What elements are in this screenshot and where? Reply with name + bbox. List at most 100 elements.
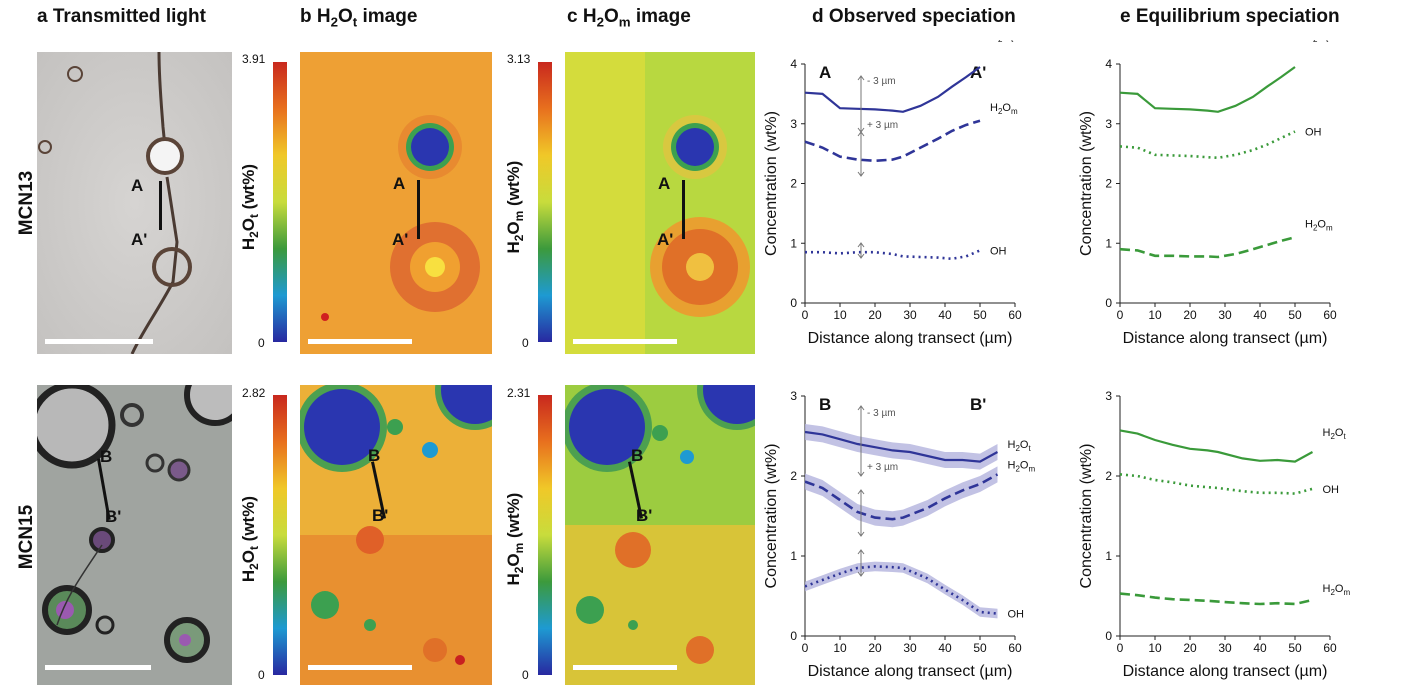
x-tick-label: 40 [938, 641, 952, 655]
header-h2ot-image: b H2Ot image [300, 6, 418, 30]
y-tick-label: 2 [790, 177, 797, 191]
colorbar-min: 0 [522, 668, 529, 682]
colorbar-min: 0 [258, 336, 265, 350]
transect-line [682, 180, 685, 239]
header-observed-speciation: d Observed speciation [812, 6, 1016, 27]
x-axis-label: Distance along transect (µm) [808, 330, 1013, 347]
x-tick-label: 40 [938, 308, 952, 322]
x-tick-label: 20 [1183, 641, 1197, 655]
series-line [1119, 473, 1313, 495]
point-label-end: A' [657, 230, 674, 249]
arrow-head [857, 242, 865, 248]
annotation-minus: - 3 µm [867, 76, 896, 87]
colorbar-title-h2ot: H2Ot (wt%) [238, 496, 262, 583]
point-label-end: B' [372, 506, 389, 525]
series-h2om: H2Om [804, 102, 1018, 163]
chart-equilibrium-mcn13: 0 10 20 30 40 50 60 0 1 2 3 4 Distance along transec… [1078, 40, 1337, 347]
x-tick-label: 50 [973, 308, 987, 322]
y-tick-label: 0 [790, 629, 797, 643]
y-tick-label: 3 [790, 117, 797, 131]
point-label-start: B [368, 446, 381, 465]
series-line [804, 119, 981, 163]
chart-observed-mcn13: 0 10 20 30 40 50 60 0 1 2 3 4 Distance along transec… [763, 40, 1022, 347]
series-label: H2Ot [990, 40, 1014, 44]
point-label-start: A [131, 176, 144, 195]
y-tick-label: 1 [1105, 549, 1112, 563]
series-line [804, 473, 999, 521]
x-tick-label: 50 [1288, 308, 1302, 322]
x-tick-label: 20 [868, 308, 882, 322]
transmitted-light-image-mcn15: B B' [37, 385, 232, 685]
x-axis-label: Distance along transect (µm) [1123, 663, 1328, 680]
series-line [804, 66, 981, 113]
x-tick-label: 10 [833, 641, 847, 655]
series-line [1119, 130, 1296, 160]
h2om-map-drawing [565, 52, 755, 354]
header-equilibrium-speciation: e Equilibrium speciation [1120, 6, 1340, 27]
colorbar-h2om [538, 395, 552, 675]
point-label-start: A [393, 174, 406, 193]
y-axis-label: Concentration (wt%) [1078, 111, 1095, 256]
transect-line [159, 181, 162, 230]
x-tick-label: 60 [1323, 308, 1337, 322]
series-line [1119, 429, 1314, 463]
series-h2om: H2Om [1119, 583, 1351, 606]
point-label-start: A [658, 174, 671, 193]
x-tick-label: 30 [903, 308, 917, 322]
point-label-end: B' [636, 506, 653, 525]
y-tick-label: 3 [790, 389, 797, 403]
colorbar-title-h2ot: H2Ot (wt%) [238, 164, 262, 251]
transect-line [417, 180, 420, 239]
h2ot-image-mcn13: A A' [300, 52, 492, 354]
arrow-head [857, 253, 865, 259]
transect-end-label: B' [970, 395, 986, 414]
series-h2ot: H2Ot [1119, 40, 1329, 113]
x-tick-label: 60 [1008, 641, 1022, 655]
x-tick-label: 30 [903, 641, 917, 655]
x-tick-label: 20 [1183, 308, 1197, 322]
chart-observed-mcn15: 0 10 20 30 40 50 60 0 1 2 3 Distance along transect… [763, 389, 1035, 680]
y-tick-label: 3 [1105, 389, 1112, 403]
uncertainty-band [805, 424, 998, 470]
x-axis-label: Distance along transect (µm) [808, 663, 1013, 680]
colorbar-title-h2om: H2Om (wt%) [503, 492, 527, 586]
series-label: H2Ot [1008, 439, 1032, 453]
x-tick-label: 0 [802, 308, 809, 322]
transect-end-label: A' [970, 63, 986, 82]
series-h2ot: H2Ot [804, 40, 1014, 113]
x-tick-label: 40 [1253, 308, 1267, 322]
x-tick-label: 10 [1148, 641, 1162, 655]
annotation-plus: + 3 µm [867, 462, 898, 473]
x-tick-label: 60 [1008, 308, 1022, 322]
annotation-plus: + 3 µm [867, 120, 898, 131]
series-line [1119, 236, 1296, 259]
series-label: H2Om [1323, 583, 1351, 597]
colorbar-max: 2.31 [507, 386, 531, 400]
chart-equilibrium-mcn15: 0 10 20 30 40 50 60 0 1 2 3 Distance along transect… [1078, 389, 1351, 680]
uncertainty-band [805, 466, 998, 528]
thickness-annotation: - 3 µm + 3 µm [857, 75, 898, 259]
series-label: OH [1323, 484, 1340, 496]
y-axis-label: Concentration (wt%) [763, 444, 780, 589]
arrow-head [857, 405, 865, 411]
uncertainty-band [805, 561, 998, 619]
x-tick-label: 30 [1218, 308, 1232, 322]
colorbar-h2ot [273, 62, 287, 342]
point-label-end: B' [105, 507, 122, 526]
series-line [805, 249, 981, 261]
colorbar-h2om [538, 62, 552, 342]
h2ot-map-drawing [300, 385, 492, 685]
series-label: OH [1008, 609, 1025, 621]
x-tick-label: 50 [973, 641, 987, 655]
series-oh: OH [1119, 127, 1322, 160]
y-tick-label: 2 [1105, 177, 1112, 191]
h2ot-image-mcn15: B B' [300, 385, 492, 685]
y-tick-label: 0 [1105, 296, 1112, 310]
series-label: H2Om [990, 102, 1018, 116]
arrow-head [857, 471, 865, 477]
h2om-map-drawing [565, 385, 755, 685]
y-axis-label: Concentration (wt%) [763, 111, 780, 256]
y-tick-label: 2 [790, 469, 797, 483]
arrow-head [857, 489, 865, 495]
y-tick-label: 1 [1105, 236, 1112, 250]
